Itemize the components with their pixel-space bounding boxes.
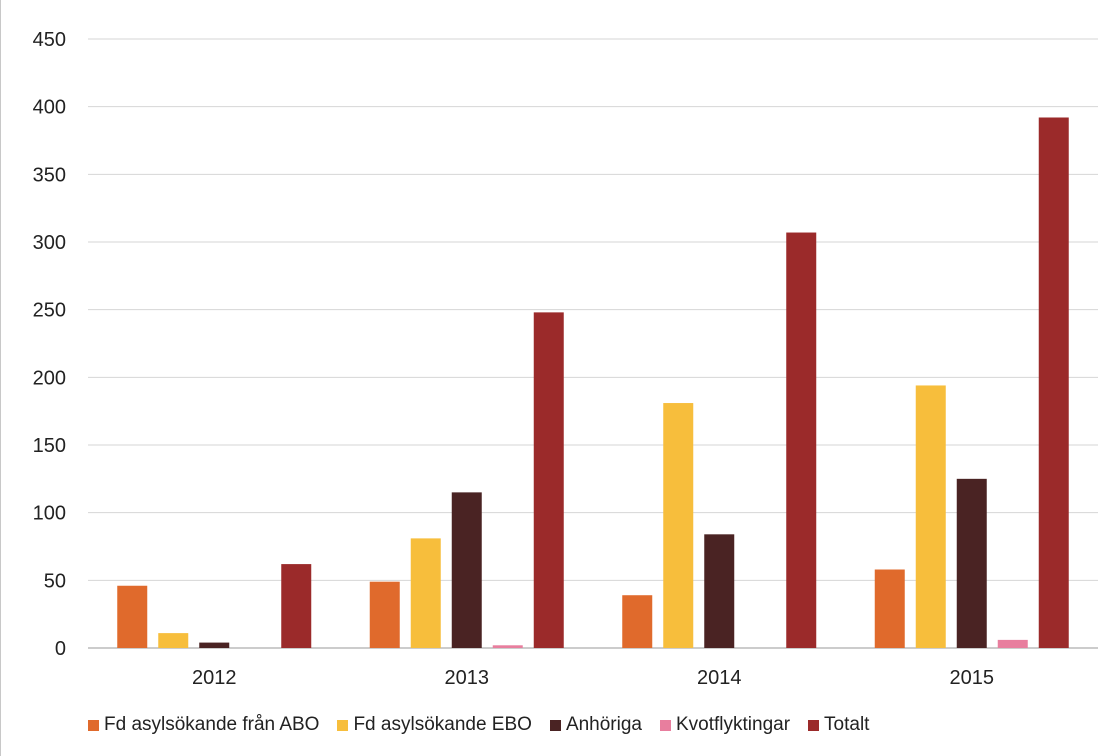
y-tick-label: 150: [33, 435, 66, 457]
bar: [451, 492, 482, 648]
bar: [410, 538, 441, 648]
bar: [369, 581, 400, 648]
bar: [874, 569, 905, 648]
y-tick-label: 300: [33, 232, 66, 254]
legend-label: Kvotflyktingar: [676, 714, 791, 735]
y-tick-label: 250: [33, 300, 66, 322]
legend-item: Totalt: [808, 714, 869, 736]
gridlines: [88, 38, 1098, 649]
y-tick-label: 200: [33, 367, 66, 389]
bar: [1038, 117, 1069, 648]
x-tick-label: 2015: [950, 667, 995, 689]
legend-item: Fd asylsökande EBO: [337, 714, 532, 736]
x-tick-label: 2012: [192, 667, 237, 689]
y-axis-tick-labels: 0 50 100 150 200 250 300 350 400 450: [33, 29, 66, 660]
y-tick-label: 450: [33, 29, 66, 51]
legend-label: Anhöriga: [565, 714, 642, 735]
legend-item: Anhöriga: [549, 714, 642, 736]
legend-label: Fd asylsökande från ABO: [104, 714, 320, 735]
bar: [786, 232, 817, 648]
bar: [997, 639, 1028, 648]
x-tick-label: 2014: [697, 667, 742, 689]
bar: [117, 585, 148, 648]
y-tick-label: 0: [55, 638, 66, 660]
y-tick-label: 50: [44, 570, 66, 592]
x-tick-label: 2013: [445, 667, 490, 689]
bar: [199, 642, 230, 648]
legend-label: Totalt: [824, 714, 870, 735]
bar: [622, 595, 653, 648]
legend-label: Fd asylsökande EBO: [353, 714, 532, 735]
legend-swatch: [549, 719, 561, 731]
y-tick-label: 350: [33, 164, 66, 186]
bar-chart: 0 50 100 150 200 250 300 350 400 450 2012 2013 2014…: [33, 29, 1098, 689]
bar: [956, 478, 987, 648]
bar: [492, 645, 523, 648]
legend-swatch: [808, 719, 820, 731]
legend-swatch: [88, 719, 99, 731]
bar: [158, 633, 189, 648]
bar: [915, 385, 946, 648]
legend-swatch: [660, 719, 671, 731]
legend-swatch: [337, 719, 349, 731]
page-edge-line: [0, 0, 1, 756]
bar: [663, 403, 694, 648]
legend: Fd asylsökande från ABO Fd asylsökande EB…: [88, 714, 1088, 736]
legend-item: Fd asylsökande från ABO: [88, 714, 319, 736]
x-axis-tick-labels: 2012 2013 2014 2015: [192, 667, 994, 689]
bar: [704, 534, 735, 648]
bar: [533, 312, 564, 648]
bar: [281, 564, 312, 648]
y-tick-label: 400: [33, 97, 66, 119]
legend-item: Kvotflyktingar: [660, 714, 790, 736]
y-tick-label: 100: [33, 503, 66, 525]
bars: [117, 117, 1069, 648]
